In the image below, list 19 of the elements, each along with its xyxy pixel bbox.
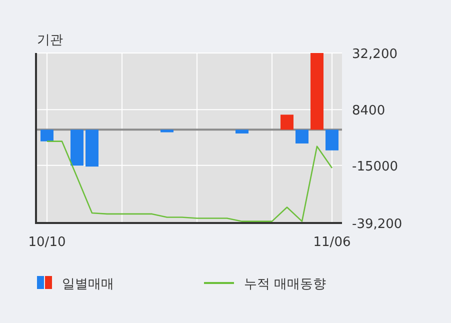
line-series	[46, 140, 333, 222]
bar	[40, 130, 54, 142]
bar	[236, 130, 248, 134]
x-tick-label: 10/10	[28, 235, 66, 250]
bar	[280, 114, 294, 130]
bar	[310, 53, 324, 130]
bar	[160, 130, 174, 132]
legend-label: 누적 매매동향	[244, 277, 326, 292]
y-tick-label: -15000	[352, 159, 398, 174]
bar	[326, 130, 338, 150]
y-tick-label: -39,200	[352, 217, 402, 232]
bar	[70, 130, 84, 166]
bar	[86, 130, 98, 167]
chart-title: 기관	[37, 33, 63, 48]
x-tick-label: 11/06	[313, 235, 351, 250]
bar	[296, 130, 308, 144]
y-tick-label: 8400	[352, 104, 386, 119]
y-tick-label: 32,200	[352, 47, 398, 62]
legend-label: 일별매매	[62, 277, 114, 292]
